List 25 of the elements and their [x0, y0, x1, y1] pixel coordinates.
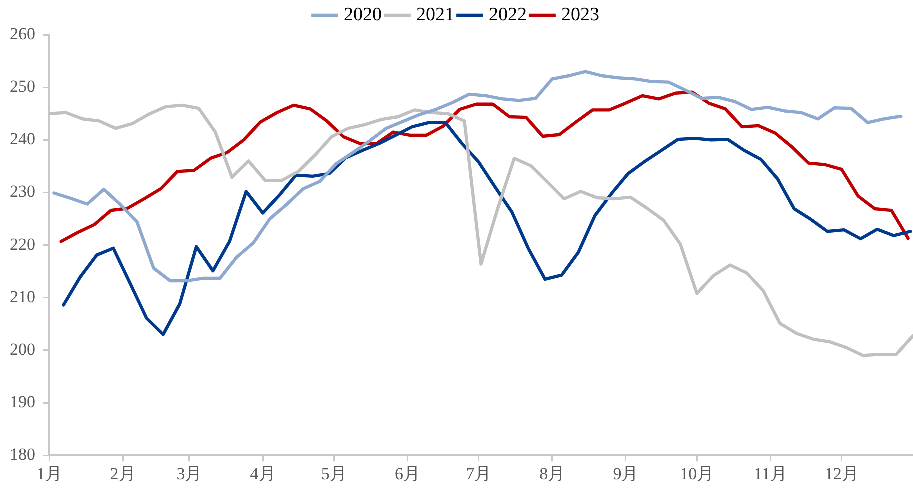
y-tick-label: 220 — [10, 234, 36, 254]
y-tick-label: 250 — [10, 77, 36, 96]
x-tick-label: 8月 — [540, 464, 566, 484]
legend-label: 2023 — [562, 4, 600, 26]
x-tick-label: 9月 — [613, 464, 639, 484]
y-tick-label: 230 — [10, 182, 36, 202]
x-tick-label: 1月 — [36, 464, 62, 484]
x-tick-label: 2月 — [110, 464, 136, 484]
x-tick-label: 10月 — [680, 464, 714, 484]
y-tick-label: 200 — [10, 340, 36, 359]
x-tick-label: 11月 — [754, 464, 788, 484]
legend-label: 2020 — [344, 4, 382, 26]
x-tick-label: 7月 — [466, 464, 492, 484]
legend-label: 2022 — [489, 4, 527, 26]
y-tick-label: 210 — [10, 287, 36, 306]
x-tick-label: 5月 — [321, 464, 347, 484]
legend-label: 2021 — [416, 4, 454, 26]
y-tick-label: 260 — [10, 24, 36, 44]
x-tick-label: 4月 — [250, 464, 276, 484]
x-tick-label: 6月 — [394, 464, 420, 484]
y-tick-label: 180 — [10, 445, 36, 464]
x-tick-label: 3月 — [176, 464, 202, 484]
y-tick-label: 190 — [10, 392, 36, 412]
x-tick-label: 12月 — [824, 464, 859, 484]
y-tick-label: 240 — [10, 130, 36, 149]
